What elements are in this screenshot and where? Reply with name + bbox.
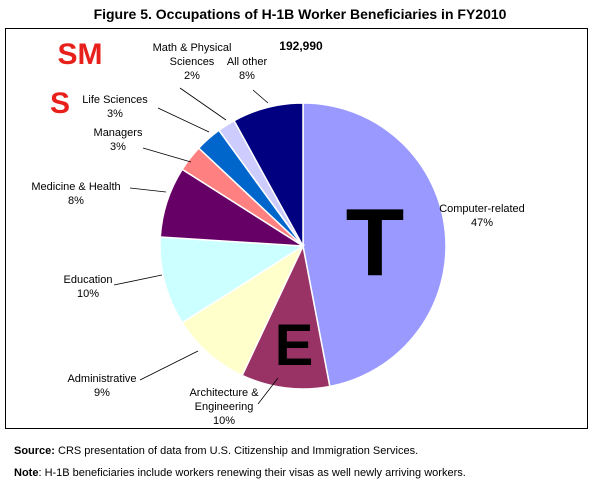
- leader-lines: [113, 87, 279, 405]
- leader-line: [139, 350, 199, 381]
- annotation-letter: E: [275, 313, 314, 378]
- note-label: Note: [14, 467, 39, 479]
- leader-line: [142, 147, 192, 163]
- source-text: CRS presentation of data from U.S. Citiz…: [54, 445, 419, 457]
- slice-label: Architecture & Engineering 10%: [189, 387, 259, 427]
- annotation-letter: T: [346, 189, 405, 296]
- leader-line: [157, 107, 210, 133]
- pie-slice: [159, 236, 306, 324]
- pie-slice: [241, 243, 331, 390]
- annotation-letter: S: [50, 87, 70, 120]
- source-note: Source: CRS presentation of data from U.…: [14, 445, 418, 457]
- leader-line: [252, 89, 269, 104]
- pie-slices: [159, 102, 447, 390]
- note-text: : H-1B beneficiaries include workers ren…: [38, 467, 466, 479]
- annotation-letter: SM: [58, 38, 103, 71]
- leader-line: [257, 377, 279, 405]
- annotations: SM S TE: [50, 38, 404, 378]
- slice-label: Medicine & Health 8%: [31, 181, 120, 207]
- pie-slice: [302, 102, 447, 388]
- total-label: 192,990: [279, 39, 323, 53]
- slice-label: Managers 3%: [94, 127, 143, 153]
- chart-title: Figure 5. Occupations of H-1B Worker Ben…: [93, 6, 507, 22]
- leader-line: [129, 187, 167, 193]
- leader-line: [179, 87, 227, 121]
- slice-label: Computer-related 47%: [439, 203, 525, 229]
- chart-frame: [5, 28, 588, 429]
- slice-label: Administrative 9%: [67, 373, 136, 399]
- pie-slice: [233, 102, 304, 247]
- slice-label: Education 10%: [64, 274, 113, 300]
- pie-slice: [181, 243, 305, 377]
- source-label: Source:: [14, 445, 55, 457]
- footnote: Note: H-1B beneficiaries include workers…: [14, 467, 466, 479]
- pie-chart: Computer-related 47% Architecture & Enginee…: [31, 38, 524, 427]
- leader-line: [113, 274, 163, 286]
- slice-label: All other 8%: [227, 56, 268, 82]
- slice-label: Life Sciences 3%: [82, 94, 148, 120]
- slice-label: Math & Physical Sciences 2%: [153, 42, 232, 82]
- slice-labels: Computer-related 47% Architecture & Enginee…: [31, 42, 524, 427]
